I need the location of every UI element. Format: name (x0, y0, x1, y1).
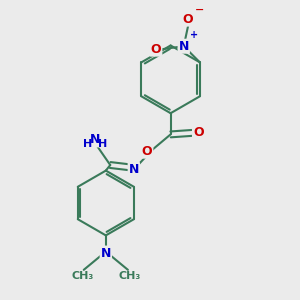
Text: O: O (151, 43, 161, 56)
Text: O: O (183, 13, 194, 26)
Text: −: − (195, 5, 204, 15)
Text: N: N (178, 40, 189, 53)
Text: CH₃: CH₃ (71, 271, 93, 281)
Text: +: + (190, 30, 198, 40)
Text: N: N (129, 163, 139, 176)
Text: N: N (90, 134, 101, 146)
Text: O: O (142, 145, 152, 158)
Text: CH₃: CH₃ (118, 271, 140, 281)
Text: H: H (98, 139, 107, 148)
Text: H: H (83, 139, 92, 148)
Text: O: O (193, 126, 204, 140)
Text: N: N (100, 247, 111, 260)
